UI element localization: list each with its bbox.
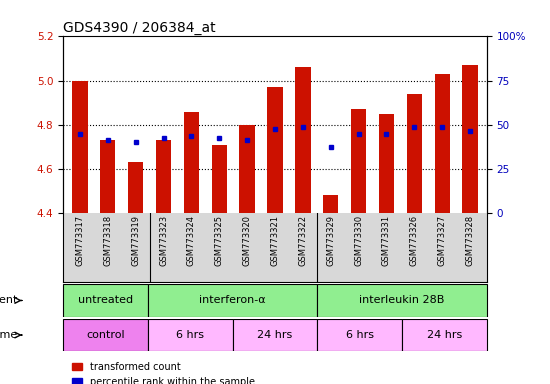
Bar: [156, 140, 171, 213]
FancyBboxPatch shape: [148, 284, 317, 317]
Bar: [128, 162, 144, 213]
FancyBboxPatch shape: [402, 319, 487, 351]
Text: GSM773319: GSM773319: [131, 215, 140, 266]
Text: 24 hrs: 24 hrs: [427, 330, 462, 340]
Bar: [267, 87, 283, 213]
FancyBboxPatch shape: [233, 319, 317, 351]
Text: GSM773322: GSM773322: [298, 215, 307, 266]
Text: GSM773318: GSM773318: [103, 215, 112, 266]
Text: time: time: [0, 330, 18, 340]
Text: agent: agent: [0, 295, 18, 306]
Bar: [100, 140, 116, 213]
Text: GSM773323: GSM773323: [159, 215, 168, 266]
Bar: [239, 125, 255, 213]
Legend: transformed count, percentile rank within the sample: transformed count, percentile rank withi…: [68, 358, 258, 384]
Text: GSM773326: GSM773326: [410, 215, 419, 266]
Text: 6 hrs: 6 hrs: [346, 330, 373, 340]
FancyBboxPatch shape: [148, 319, 233, 351]
Text: GSM773330: GSM773330: [354, 215, 363, 266]
FancyBboxPatch shape: [63, 319, 148, 351]
FancyBboxPatch shape: [317, 284, 487, 317]
Text: GSM773320: GSM773320: [243, 215, 252, 266]
Text: GSM773328: GSM773328: [465, 215, 475, 266]
FancyBboxPatch shape: [63, 284, 148, 317]
Text: interferon-α: interferon-α: [199, 295, 266, 306]
Text: GSM773327: GSM773327: [438, 215, 447, 266]
Bar: [379, 114, 394, 213]
Text: GSM773329: GSM773329: [326, 215, 335, 266]
Bar: [323, 195, 338, 213]
Text: 24 hrs: 24 hrs: [257, 330, 293, 340]
Bar: [351, 109, 366, 213]
Text: GSM773325: GSM773325: [215, 215, 224, 266]
Text: GSM773321: GSM773321: [271, 215, 279, 266]
Text: control: control: [86, 330, 125, 340]
Text: 6 hrs: 6 hrs: [177, 330, 204, 340]
FancyBboxPatch shape: [317, 319, 402, 351]
Text: GSM773317: GSM773317: [75, 215, 85, 266]
Bar: [434, 74, 450, 213]
Bar: [295, 68, 311, 213]
Text: GSM773324: GSM773324: [187, 215, 196, 266]
Bar: [406, 94, 422, 213]
Bar: [72, 81, 87, 213]
Bar: [212, 145, 227, 213]
Bar: [184, 112, 199, 213]
Text: GDS4390 / 206384_at: GDS4390 / 206384_at: [63, 22, 216, 35]
Bar: [463, 65, 478, 213]
Text: untreated: untreated: [78, 295, 133, 306]
Text: GSM773331: GSM773331: [382, 215, 391, 266]
Text: interleukin 28B: interleukin 28B: [359, 295, 445, 306]
